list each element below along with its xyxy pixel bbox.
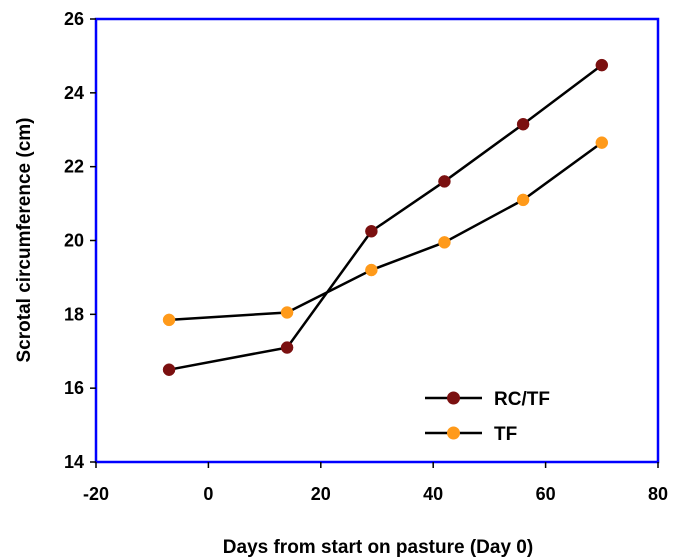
y-tick-label: 24 [64,83,84,103]
y-tick-label: 14 [64,452,84,472]
x-tick-label: 60 [536,484,556,504]
y-tick-label: 26 [64,9,84,29]
data-point [280,341,294,354]
data-point [595,136,609,149]
y-axis: 14 16 18 20 22 24 26 [64,9,96,472]
y-tick-label: 22 [64,157,84,177]
data-point [516,193,530,207]
data-point [595,58,609,72]
data-point [162,363,176,376]
legend-label: TF [494,424,517,445]
data-point [365,263,378,277]
legend: RC/TF TF [425,389,550,445]
series-line [168,64,603,371]
series-rc-tf [162,58,609,376]
data-point [438,236,451,249]
y-tick-label: 16 [64,378,84,398]
data-point [438,175,451,188]
series-layer [162,58,609,376]
y-axis-title: Scrotal circumference (cm) [14,118,35,363]
x-tick-label: -20 [83,484,109,504]
data-point [516,117,530,131]
series-tf [162,136,609,327]
legend-item: TF [425,424,517,445]
x-tick-label: 40 [423,484,443,504]
legend-marker [447,426,460,440]
data-point [280,306,294,319]
y-tick-label: 20 [64,231,84,251]
x-tick-label: 80 [648,484,668,504]
data-point [365,225,378,238]
x-axis-title: Days from start on pasture (Day 0) [223,537,533,558]
series-line [168,141,603,322]
x-axis: -20 0 20 40 60 80 [83,462,668,504]
legend-marker [447,391,460,405]
x-tick-label: 20 [311,484,331,504]
data-point [162,313,176,327]
x-tick-label: 0 [203,484,213,504]
y-tick-label: 18 [64,304,84,324]
legend-label: RC/TF [494,389,550,410]
legend-item: RC/TF [425,389,550,410]
